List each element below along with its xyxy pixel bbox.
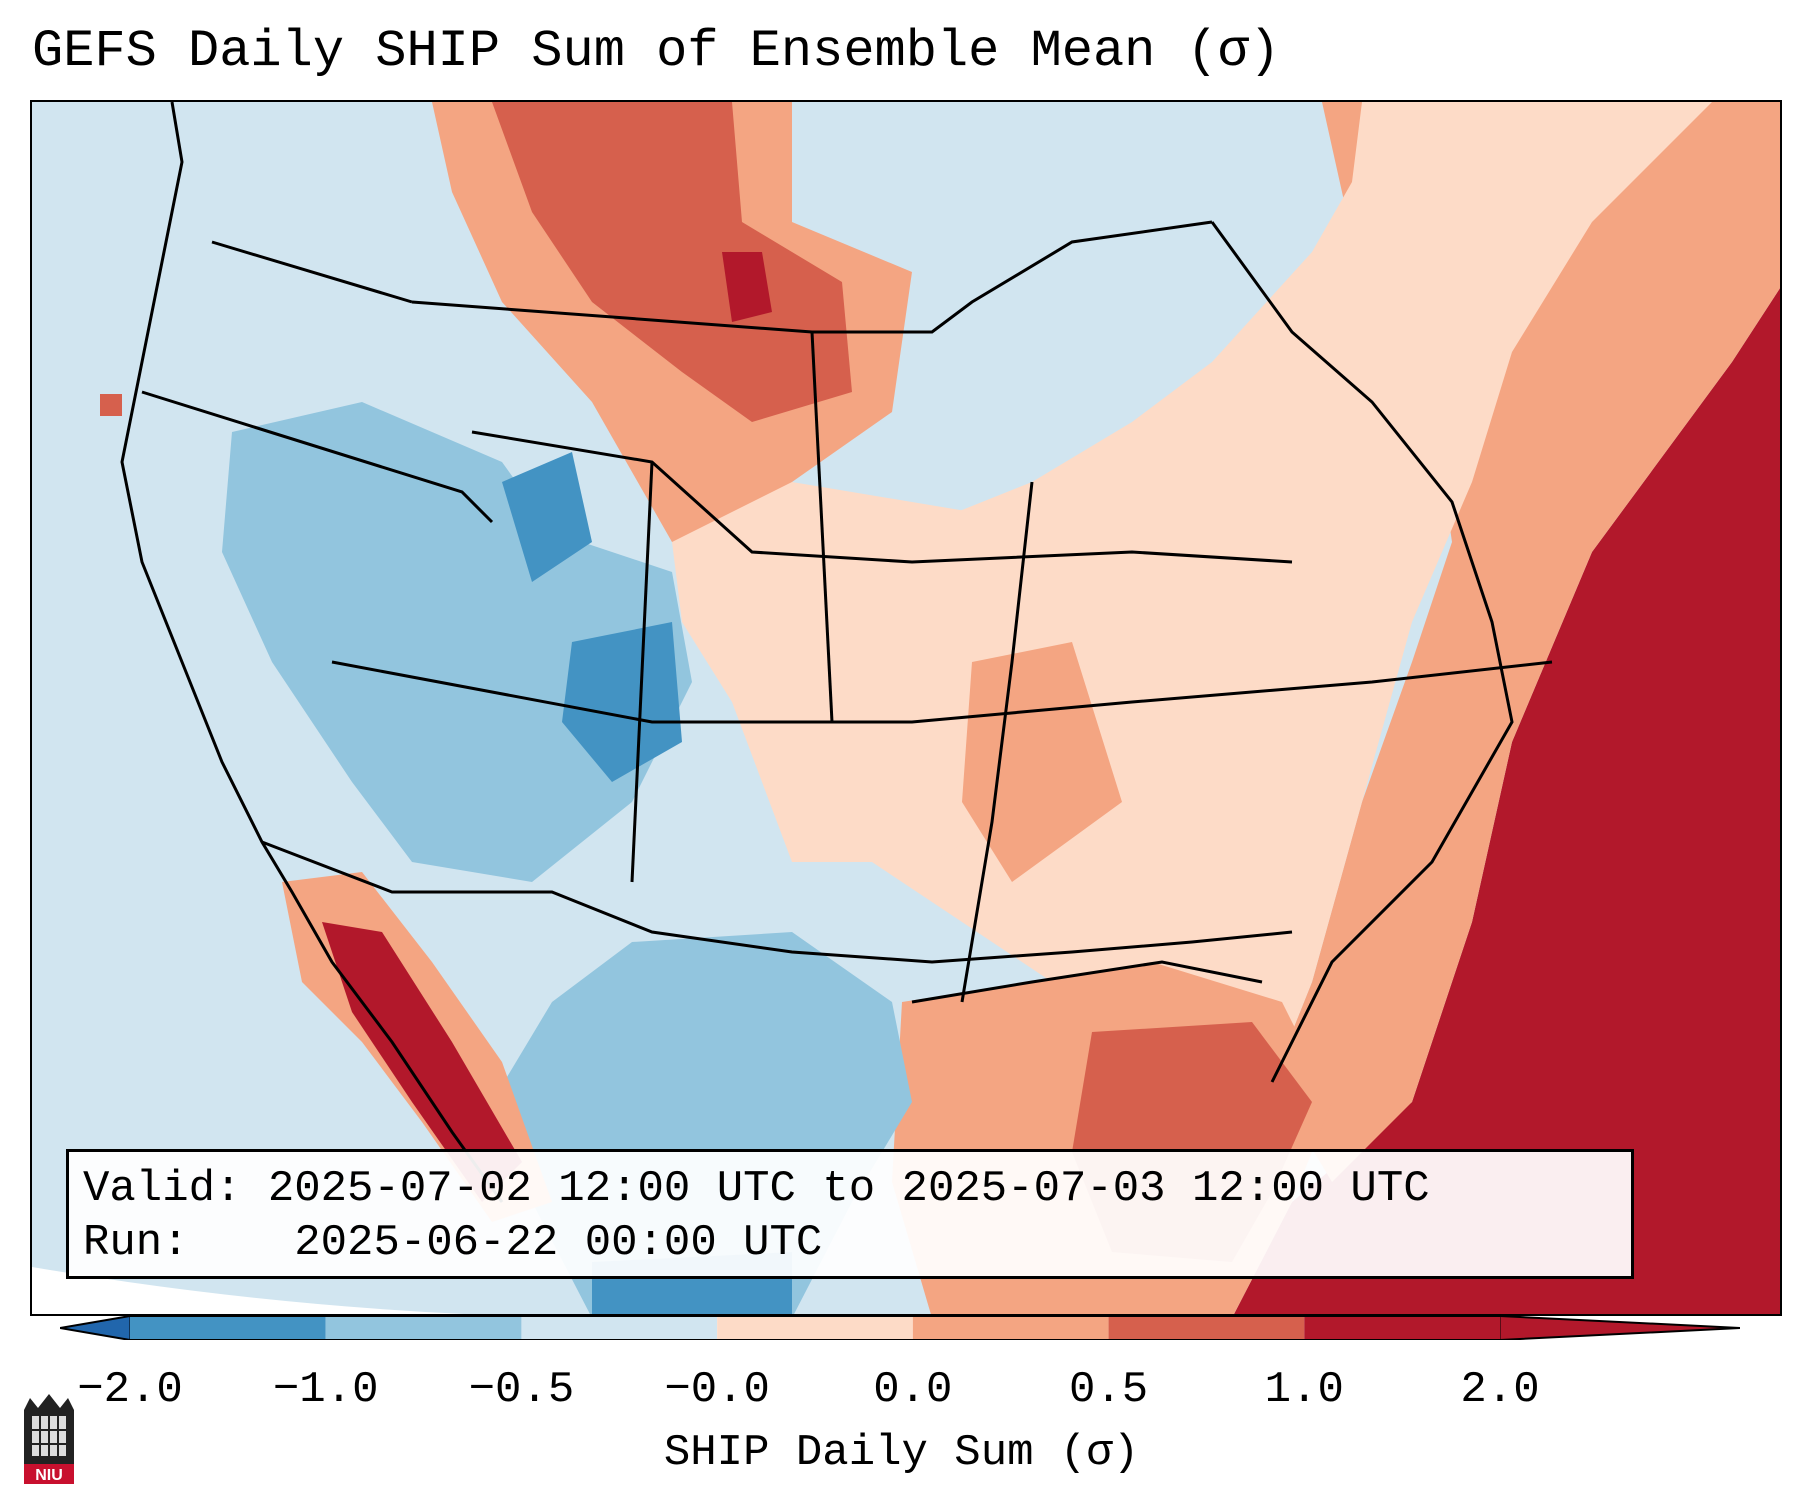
colorbar-extend-high xyxy=(1499,1316,1740,1340)
colorbar-tick-label: −0.5 xyxy=(468,1365,575,1415)
colorado-negative-core xyxy=(562,622,682,782)
run-value: 2025-06-22 00:00 UTC xyxy=(294,1218,823,1268)
logo-text: NIU xyxy=(35,1467,63,1484)
colorbar-segment xyxy=(1108,1316,1305,1340)
border-line-4 xyxy=(331,660,1553,724)
map-panel xyxy=(30,100,1782,1316)
colorbar-extend-low xyxy=(60,1316,131,1340)
colorbar-segment xyxy=(912,1316,1109,1340)
central-plains-light-positive xyxy=(672,482,1032,862)
colorbar-segment xyxy=(521,1316,718,1340)
valid-label: Valid: xyxy=(83,1164,242,1214)
border-line-1 xyxy=(141,390,494,524)
boundaries xyxy=(120,102,1553,1203)
meridian-line xyxy=(810,331,834,723)
colorbar-segment xyxy=(717,1316,913,1340)
rockies-line xyxy=(630,461,654,883)
colorbar-tick-label: 0.5 xyxy=(1068,1365,1149,1415)
colorbar-tick-label: −2.0 xyxy=(77,1365,183,1415)
dakota-peak xyxy=(722,252,772,322)
outside-projection-left xyxy=(32,1267,464,1314)
gulf-coastline xyxy=(911,960,1263,1004)
mid-mississippi-moderate xyxy=(962,642,1122,882)
wyoming-negative-core xyxy=(502,452,592,582)
west-coastline xyxy=(120,102,504,1203)
colorbar xyxy=(60,1316,1740,1340)
colorbar-tick-label: 0.0 xyxy=(873,1365,953,1415)
border-line-2 xyxy=(211,240,413,304)
colorbar-segment xyxy=(1304,1316,1500,1340)
ship-field-map xyxy=(32,102,1780,1314)
gulf-of-california-peak xyxy=(322,922,522,1202)
valid-value: 2025-07-02 12:00 UTC to 2025-07-03 12:00… xyxy=(267,1164,1430,1214)
east-coastline xyxy=(1210,221,1514,1083)
colorbar-segment xyxy=(130,1316,326,1340)
valid-time-box: Valid: 2025-07-02 12:00 UTC to 2025-07-0… xyxy=(66,1149,1634,1279)
colorbar-tick-label: −1.0 xyxy=(272,1365,379,1415)
colorbar-tick-label: −0.0 xyxy=(664,1365,770,1415)
atlantic-high-region xyxy=(1234,288,1780,1314)
colorbar-label: SHIP Daily Sum (σ) xyxy=(663,1428,1140,1478)
border-line-3 xyxy=(471,430,1293,564)
colorbar-tick-label: 2.0 xyxy=(1460,1365,1540,1415)
oregon-coast-spot xyxy=(100,394,122,416)
great-basin-negative xyxy=(222,402,692,882)
southern-border xyxy=(261,840,1293,964)
run-label: Run: xyxy=(83,1218,189,1268)
east-coast-moderate-region xyxy=(1272,102,1780,1182)
chart-title: GEFS Daily SHIP Sum of Ensemble Mean (σ) xyxy=(32,22,1281,81)
colorbar-segment xyxy=(325,1316,522,1340)
colorbar-tick-label: 1.0 xyxy=(1264,1365,1344,1415)
niu-logo: NIU xyxy=(24,1394,74,1484)
mississippi-line xyxy=(960,481,1034,1003)
canada-border xyxy=(411,220,1213,334)
northern-plains-strong xyxy=(492,102,852,422)
